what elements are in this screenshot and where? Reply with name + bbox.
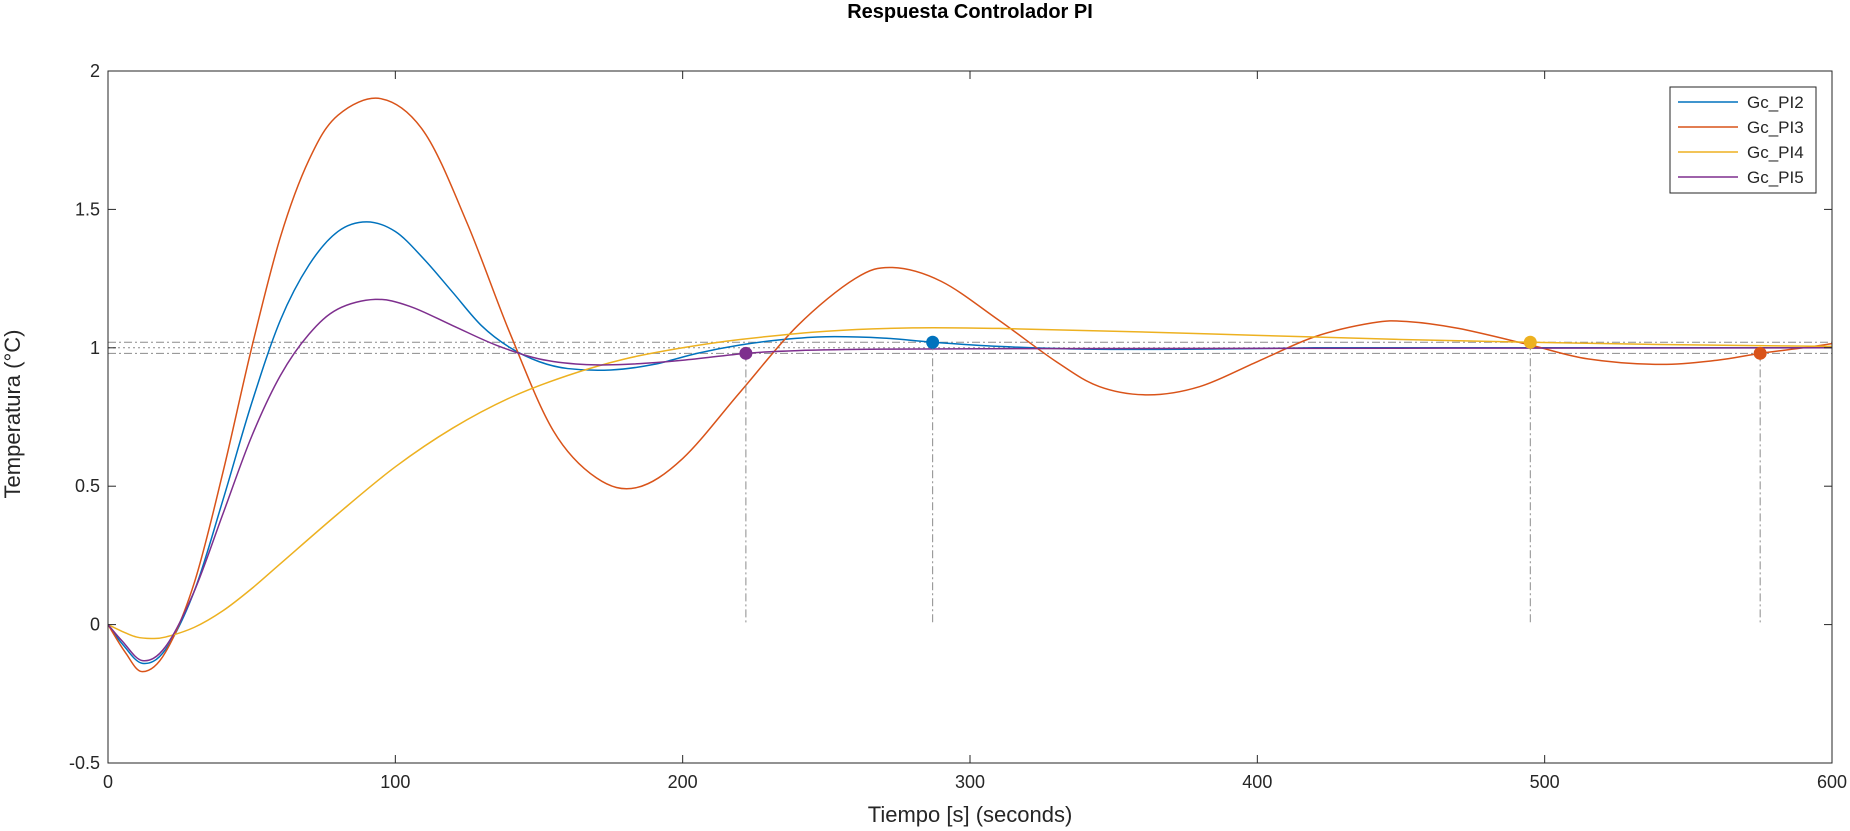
- y-tick-label: 0.5: [75, 476, 100, 496]
- legend-label-gc-pi2: Gc_PI2: [1747, 93, 1804, 112]
- y-axis-label: Temperatura (°C): [0, 330, 25, 499]
- settling-marker-gc-pi4: [1523, 335, 1537, 349]
- x-axis-label: Tiempo [s] (seconds): [868, 802, 1073, 827]
- y-tick-label: 2: [90, 61, 100, 81]
- series-line-gc-pi5: [107, 298, 1833, 662]
- x-tick-label: 400: [1242, 772, 1272, 792]
- settling-markers: [739, 335, 1767, 625]
- x-tick-label: 0: [103, 772, 113, 792]
- legend-label-gc-pi3: Gc_PI3: [1747, 118, 1804, 137]
- x-tick-label: 600: [1817, 772, 1847, 792]
- settling-marker-gc-pi5: [739, 346, 753, 360]
- tick-labels: 0 100 200 300 400 500 600-0.500.511.52: [69, 61, 1847, 792]
- legend-label-gc-pi4: Gc_PI4: [1747, 143, 1804, 162]
- legend-label-gc-pi5: Gc_PI5: [1747, 168, 1804, 187]
- series-line-gc-pi3: [107, 97, 1833, 673]
- x-tick-label: 500: [1530, 772, 1560, 792]
- y-tick-label: 0: [90, 615, 100, 635]
- legend-box: [1669, 86, 1817, 194]
- settling-marker-gc-pi2: [926, 335, 940, 349]
- axes: [107, 70, 1833, 764]
- legend: Gc_PI2 Gc_PI3 Gc_PI4 Gc_PI5: [1669, 86, 1817, 194]
- y-tick-label: 1: [90, 338, 100, 358]
- y-tick-label: 1.5: [75, 199, 100, 219]
- y-tick-label: -0.5: [69, 753, 100, 773]
- plot-background: [108, 71, 1832, 763]
- settling-marker-gc-pi3: [1753, 346, 1767, 360]
- x-tick-label: 200: [668, 772, 698, 792]
- plot-area: [108, 71, 1832, 763]
- series-layer: [107, 97, 1833, 673]
- series-line-gc-pi4: [107, 326, 1833, 640]
- chart-title: Respuesta Controlador PI: [847, 1, 1093, 23]
- x-tick-label: 300: [955, 772, 985, 792]
- x-tick-label: 100: [380, 772, 410, 792]
